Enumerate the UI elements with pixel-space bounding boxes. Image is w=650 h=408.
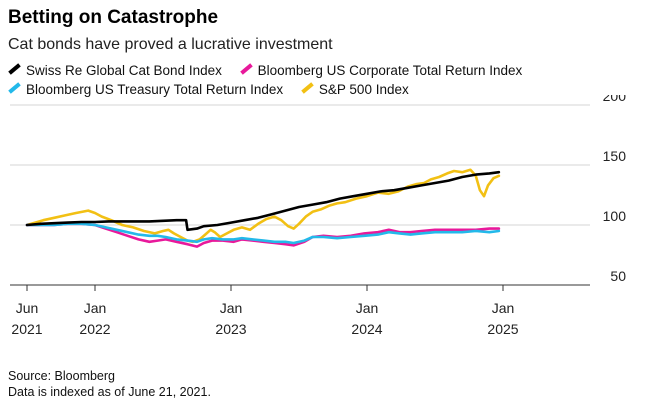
legend-item-treasury: Bloomberg US Treasury Total Return Index bbox=[8, 82, 283, 97]
series-line-bloomberg-us-treasury-total-return-index bbox=[25, 222, 501, 245]
legend-label-corporate: Bloomberg US Corporate Total Return Inde… bbox=[257, 63, 523, 78]
legend-row-1: Swiss Re Global Cat Bond Index Bloomberg… bbox=[8, 63, 536, 78]
x-axis-ticks: Jun 2021 Jan 2022 Jan 2023 Jan 2024 Jan 2025 bbox=[11, 285, 519, 337]
chart-subtitle: Cat bonds have proved a lucrative invest… bbox=[8, 36, 333, 53]
x-tick-label-4-year: 2025 bbox=[487, 321, 518, 337]
x-tick-label-0-year: 2021 bbox=[11, 321, 42, 337]
x-tick-label-3-year: 2024 bbox=[351, 321, 382, 337]
line-chart: 50 100 150 200 Jun 2021 Jan 2022 Jan 2023 Jan 2024… bbox=[10, 95, 627, 337]
legend-swatch-treasury bbox=[8, 82, 21, 95]
x-tick-label-3-month: Jan bbox=[356, 300, 379, 316]
gridlines bbox=[10, 104, 590, 286]
series-line-bloomberg-us-corporate-total-return-index bbox=[25, 222, 501, 248]
x-tick-label-2-year: 2023 bbox=[215, 321, 246, 337]
x-tick-label-1-year: 2022 bbox=[79, 321, 110, 337]
legend-swatch-sp500 bbox=[301, 82, 314, 95]
chart-note: Data is indexed as of June 21, 2021. bbox=[8, 385, 211, 399]
legend-label-sp500: S&P 500 Index bbox=[318, 82, 409, 97]
legend-label-treasury: Bloomberg US Treasury Total Return Index bbox=[26, 82, 284, 97]
x-tick-label-1-month: Jan bbox=[84, 300, 107, 316]
legend-swatch-cat-bond bbox=[8, 63, 21, 76]
chart-title: Betting on Catastrophe bbox=[8, 7, 219, 28]
legend-row-2: Bloomberg US Treasury Total Return Index… bbox=[8, 82, 423, 97]
x-tick-label-4-month: Jan bbox=[492, 300, 515, 316]
y-tick-label-100: 100 bbox=[603, 208, 627, 224]
series-lines bbox=[25, 168, 501, 248]
legend-swatch-corporate bbox=[239, 63, 253, 76]
y-axis-ticks: 50 100 150 200 bbox=[603, 95, 627, 284]
legend-item-sp500: S&P 500 Index bbox=[301, 82, 409, 97]
y-tick-label-200: 200 bbox=[603, 95, 627, 104]
legend-item-corporate: Bloomberg US Corporate Total Return Inde… bbox=[239, 63, 523, 78]
y-tick-label-50: 50 bbox=[610, 268, 626, 284]
x-tick-label-0-month: Jun bbox=[16, 300, 39, 316]
chart-source: Source: Bloomberg bbox=[8, 369, 116, 383]
x-tick-label-2-month: Jan bbox=[220, 300, 243, 316]
series-line-swiss-re-global-cat-bond-index bbox=[25, 170, 501, 232]
legend-item-cat-bond: Swiss Re Global Cat Bond Index bbox=[8, 63, 222, 78]
legend-label-cat-bond: Swiss Re Global Cat Bond Index bbox=[26, 63, 222, 78]
series-line-s-p-500-index bbox=[25, 168, 501, 244]
y-tick-label-150: 150 bbox=[603, 148, 627, 164]
